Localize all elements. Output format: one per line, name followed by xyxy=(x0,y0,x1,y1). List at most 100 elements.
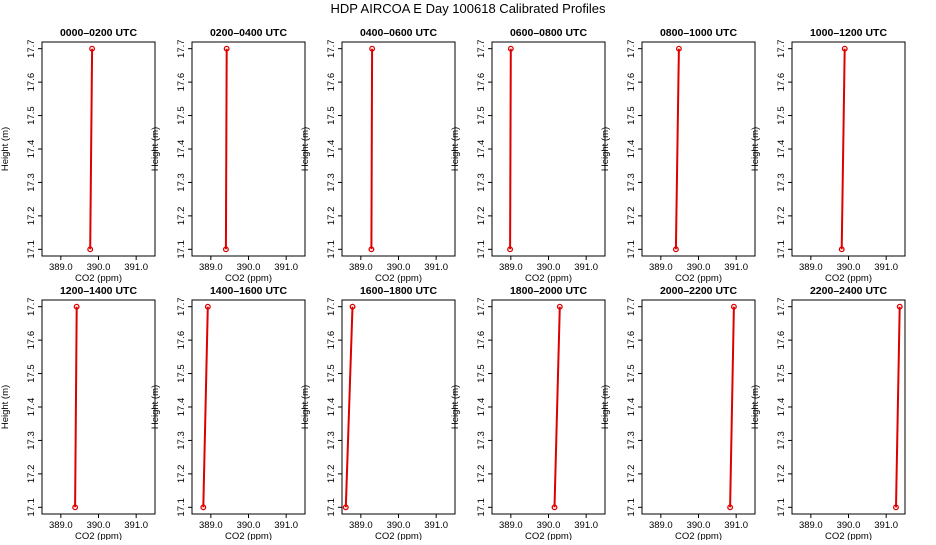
data-point-marker xyxy=(896,303,903,310)
panel-11: 2000–2200 UTC 389.0 390.0 391.0 17.1 17.2 17.3… xyxy=(600,285,756,542)
data-point-marker xyxy=(200,504,207,511)
x-axis-label: CO2 (ppm) xyxy=(375,531,422,540)
y-axis-label: Height (m) xyxy=(300,385,311,429)
x-tick-label: 391.0 xyxy=(574,520,598,531)
panel-3: 0400–0600 UTC 389.0 390.0 391.0 17.1 17.2 17.3… xyxy=(300,27,456,284)
x-tick-label: 391.0 xyxy=(274,262,298,273)
y-tick-label: 17.7 xyxy=(476,297,487,316)
y-tick-label: 17.2 xyxy=(176,465,187,484)
y-tick-label: 17.1 xyxy=(176,498,187,517)
x-tick-label: 389.0 xyxy=(199,520,223,531)
y-tick-label: 17.6 xyxy=(26,73,37,92)
y-tick-label: 17.4 xyxy=(476,398,487,417)
y-tick-label: 17.1 xyxy=(326,240,337,259)
data-point-marker xyxy=(369,45,376,52)
data-point-marker xyxy=(342,504,349,511)
y-tick-label: 17.7 xyxy=(326,39,337,58)
y-tick-label: 17.5 xyxy=(326,106,337,125)
x-tick-label: 389.0 xyxy=(649,520,673,531)
panel-title: 2000–2200 UTC xyxy=(660,285,737,297)
y-tick-label: 17.3 xyxy=(776,431,787,450)
y-tick-label: 17.3 xyxy=(26,173,37,192)
x-tick-label: 391.0 xyxy=(424,520,448,531)
y-tick-label: 17.2 xyxy=(476,465,487,484)
x-tick-label: 390.0 xyxy=(837,520,861,531)
data-point-marker xyxy=(349,303,356,310)
y-tick-label: 17.4 xyxy=(176,398,187,417)
y-tick-label: 17.2 xyxy=(626,465,637,484)
data-point-marker xyxy=(73,303,80,310)
y-tick-label: 17.5 xyxy=(776,364,787,383)
plot-frame xyxy=(641,299,756,515)
x-tick-label: 390.0 xyxy=(387,520,411,531)
panel-10: 1800–2000 UTC 389.0 390.0 391.0 17.1 17.2 17.3… xyxy=(450,285,606,542)
data-point-marker xyxy=(89,45,96,52)
data-point-marker xyxy=(893,504,899,511)
y-tick-label: 17.2 xyxy=(626,207,637,226)
y-tick-label: 17.6 xyxy=(476,331,487,350)
y-tick-label: 17.3 xyxy=(26,431,37,450)
y-tick-label: 17.7 xyxy=(26,39,37,58)
x-tick-label: 390.0 xyxy=(687,520,711,531)
y-axis-label: Height (m) xyxy=(150,127,161,171)
x-axis-label: CO2 (ppm) xyxy=(525,531,572,540)
data-point-marker xyxy=(551,504,558,511)
y-tick-label: 17.1 xyxy=(476,498,487,517)
y-tick-label: 17.7 xyxy=(776,297,787,316)
y-tick-label: 17.5 xyxy=(26,364,37,383)
y-tick-label: 17.4 xyxy=(476,140,487,159)
y-tick-label: 17.5 xyxy=(776,106,787,125)
panel-6: 1000–1200 UTC 389.0 390.0 391.0 17.1 17.2 17.3… xyxy=(750,27,906,284)
y-tick-label: 17.2 xyxy=(776,207,787,226)
x-tick-label: 391.0 xyxy=(274,520,298,531)
y-tick-label: 17.1 xyxy=(26,498,37,517)
y-tick-label: 17.4 xyxy=(776,398,787,417)
x-axis-label: CO2 (ppm) xyxy=(825,273,872,284)
x-tick-label: 390.0 xyxy=(87,262,111,273)
x-tick-label: 391.0 xyxy=(124,262,148,273)
panel-title: 0200–0400 UTC xyxy=(210,27,287,39)
panel-title: 1000–1200 UTC xyxy=(810,27,887,39)
y-tick-label: 17.4 xyxy=(176,140,187,159)
y-axis-label: Height (m) xyxy=(150,385,161,429)
data-point-marker xyxy=(222,246,229,253)
y-tick-label: 17.5 xyxy=(476,106,487,125)
x-tick-label: 390.0 xyxy=(237,262,261,273)
y-tick-label: 17.2 xyxy=(26,465,37,484)
y-tick-label: 17.6 xyxy=(26,331,37,350)
data-point-marker xyxy=(72,504,79,511)
profile-line xyxy=(729,306,735,508)
y-tick-label: 17.1 xyxy=(326,498,337,517)
y-tick-label: 17.7 xyxy=(776,39,787,58)
y-tick-label: 17.4 xyxy=(776,140,787,159)
panel-4: 0600–0800 UTC 389.0 390.0 391.0 17.1 17.2 17.3… xyxy=(450,27,606,284)
profile-line xyxy=(74,306,78,508)
y-axis-label: Height (m) xyxy=(0,127,11,171)
panel-5: 0800–1000 UTC 389.0 390.0 391.0 17.1 17.2 17.3… xyxy=(600,27,756,284)
x-axis-label: CO2 (ppm) xyxy=(225,273,272,284)
panel-title: 1400–1600 UTC xyxy=(210,285,287,297)
panel-title: 1800–2000 UTC xyxy=(510,285,587,297)
y-tick-label: 17.4 xyxy=(26,398,37,417)
data-point-marker xyxy=(727,504,734,511)
y-axis-label: Height (m) xyxy=(750,385,761,429)
x-axis-label: CO2 (ppm) xyxy=(525,273,572,284)
y-tick-label: 17.3 xyxy=(326,431,337,450)
y-tick-label: 17.5 xyxy=(26,106,37,125)
y-axis-label: Height (m) xyxy=(750,127,761,171)
x-tick-label: 389.0 xyxy=(649,262,673,273)
y-tick-label: 17.2 xyxy=(476,207,487,226)
data-point-marker xyxy=(87,246,94,253)
plot-frame xyxy=(41,41,156,257)
y-tick-label: 17.2 xyxy=(26,207,37,226)
y-tick-label: 17.1 xyxy=(626,240,637,259)
y-tick-label: 17.3 xyxy=(176,173,187,192)
y-axis-label: Height (m) xyxy=(600,385,611,429)
x-tick-label: 390.0 xyxy=(837,262,861,273)
data-point-marker xyxy=(841,45,848,52)
y-tick-label: 17.2 xyxy=(326,207,337,226)
y-tick-label: 17.3 xyxy=(476,173,487,192)
y-tick-label: 17.5 xyxy=(176,106,187,125)
y-tick-label: 17.6 xyxy=(176,331,187,350)
y-tick-label: 17.2 xyxy=(776,465,787,484)
